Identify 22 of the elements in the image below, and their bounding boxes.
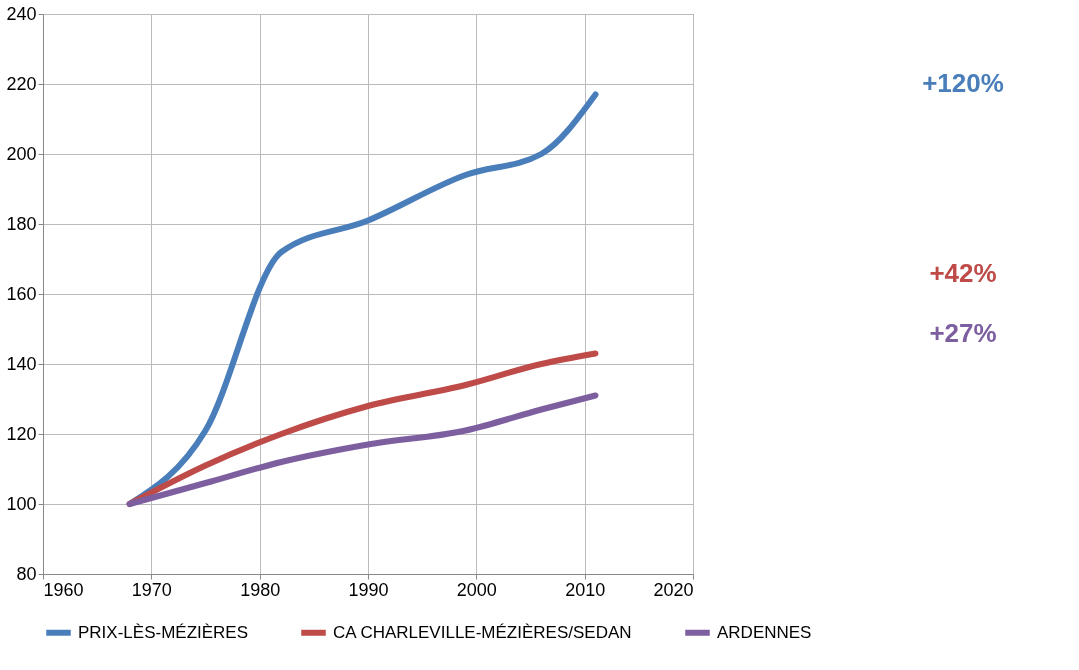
- x-tick-label: 1970: [131, 579, 172, 600]
- y-tick-label: 120: [6, 423, 37, 444]
- y-tick-label: 140: [6, 353, 37, 374]
- y-tick-label: 200: [6, 143, 37, 164]
- text: +27%: [929, 318, 997, 348]
- text: +120%: [922, 68, 1004, 98]
- x-tick-label: 1990: [348, 579, 389, 600]
- y-tick-label: 220: [6, 73, 37, 94]
- y-tick-label: 180: [6, 213, 37, 234]
- text: +42%: [929, 258, 997, 288]
- x-tick-label: 2010: [565, 579, 606, 600]
- x-tick-label: 1980: [240, 579, 281, 600]
- y-tick-label: 240: [6, 3, 37, 24]
- y-tick-label: 100: [6, 493, 37, 514]
- y-tick-label: 80: [16, 563, 37, 584]
- legend-label: PRIX-LÈS-MÉZIÈRES: [78, 622, 249, 642]
- x-tick-label: 1960: [43, 579, 84, 600]
- legend-label: CA CHARLEVILLE-MÉZIÈRES/SEDAN: [333, 622, 632, 642]
- x-tick-label: 2020: [653, 579, 694, 600]
- y-tick-label: 160: [6, 283, 37, 304]
- x-tick-label: 2000: [456, 579, 497, 600]
- legend-label: ARDENNES: [717, 622, 812, 642]
